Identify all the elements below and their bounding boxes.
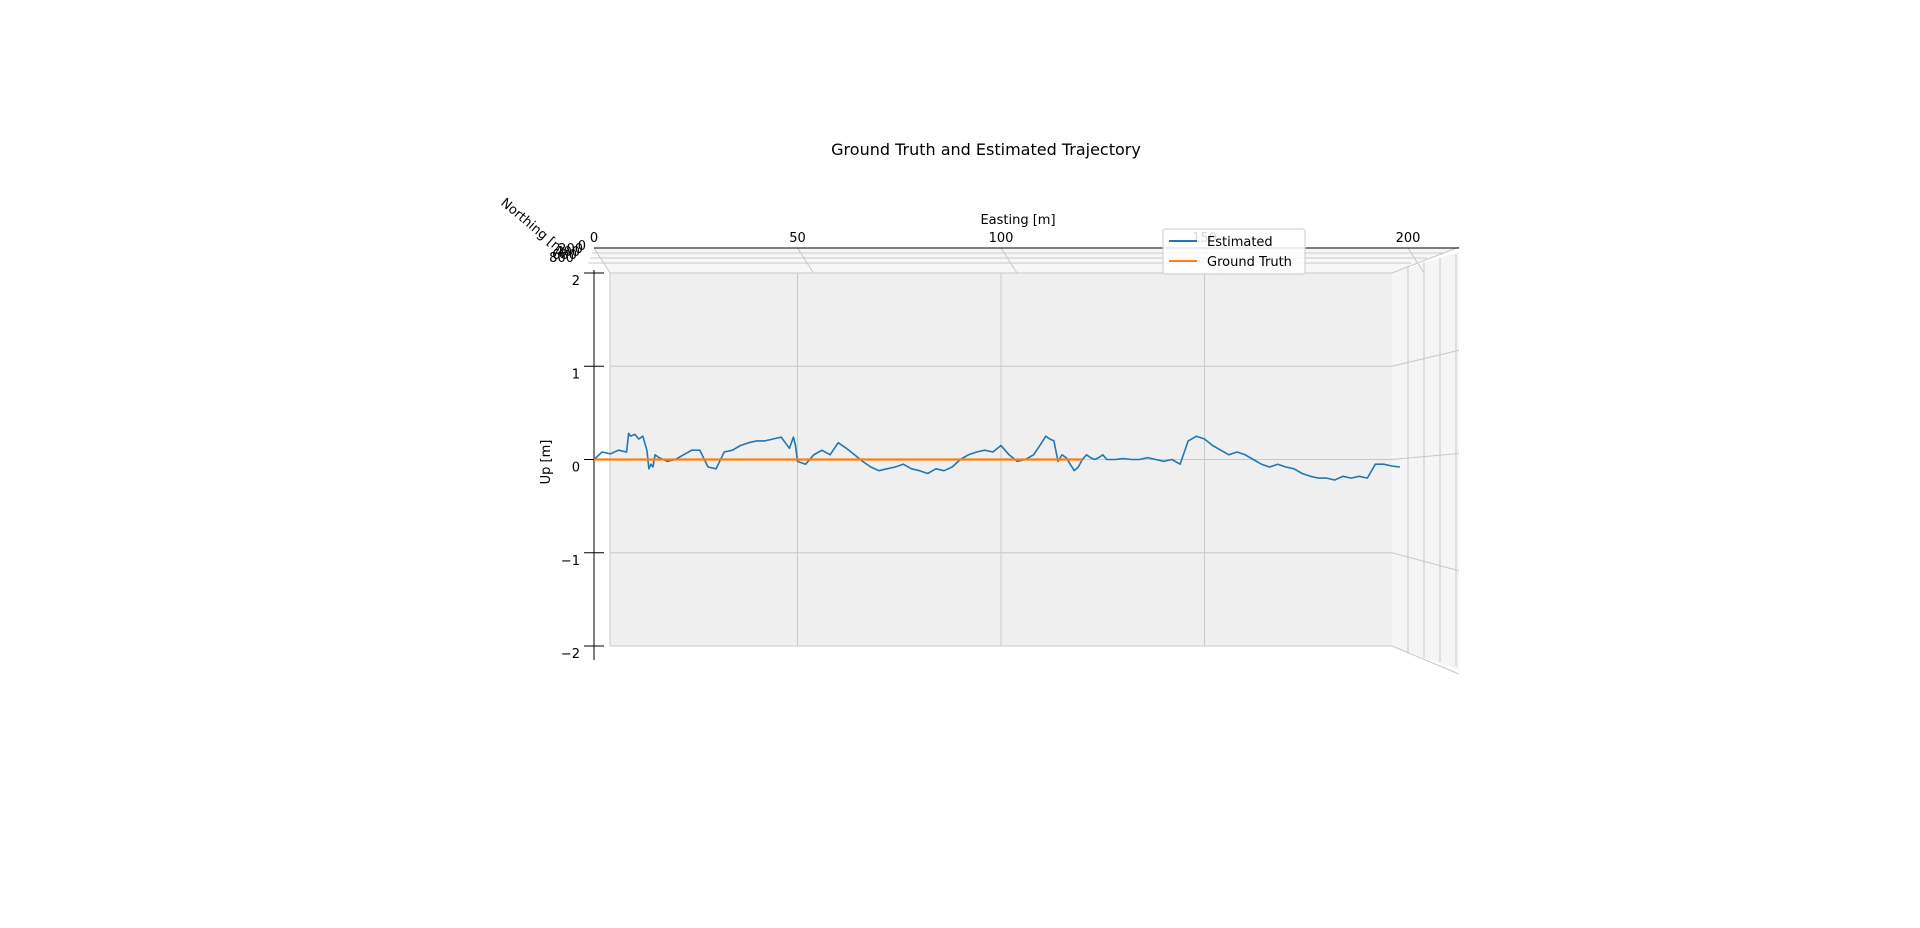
x-tick-label: 0 xyxy=(590,231,598,246)
y-tick-label: 0 xyxy=(578,239,586,254)
z-tick-label: −2 xyxy=(561,647,580,662)
z-tick-label: 1 xyxy=(572,367,580,382)
grid-lines xyxy=(588,246,1460,675)
series-layer xyxy=(593,432,1400,481)
z-gridline-side xyxy=(1391,453,1460,460)
x-gridline-top xyxy=(593,247,611,274)
x-tick-label: 200 xyxy=(1396,231,1421,246)
x-gridline-top xyxy=(1000,247,1018,274)
z-tick-label: −1 xyxy=(561,554,580,569)
legend-label-ground-truth: Ground Truth xyxy=(1207,255,1292,270)
z-axis-label: Up [m] xyxy=(539,440,554,485)
legend-box xyxy=(1162,228,1306,275)
z-tick-label: 0 xyxy=(572,461,580,476)
y-tick-label: 600 xyxy=(552,248,577,263)
y-axis-label: Northing [m] xyxy=(497,196,571,261)
series-line-estimated xyxy=(593,432,1400,481)
top-pane xyxy=(594,248,1459,273)
y-tick-label: 400 xyxy=(555,245,580,260)
chart-title: Ground Truth and Estimated Trajectory xyxy=(831,140,1141,159)
y-tick-label: 200 xyxy=(558,242,583,257)
x-tick-label: 50 xyxy=(789,231,806,246)
x-axis-label: Easting [m] xyxy=(980,213,1055,228)
x-gridline-top xyxy=(1407,247,1425,274)
z-gridline-side xyxy=(1391,645,1460,675)
legend-label-estimated: Estimated xyxy=(1207,235,1273,250)
x-gridline-top xyxy=(797,247,814,274)
z-gridline-side xyxy=(1391,349,1460,367)
z-gridline-side xyxy=(1391,246,1460,274)
z-gridline-side xyxy=(1391,552,1460,572)
legend: Estimated Ground Truth xyxy=(1162,228,1306,275)
x-tick-label: 100 xyxy=(989,231,1014,246)
z-tick-label: 2 xyxy=(572,274,580,289)
right-pane xyxy=(1392,252,1459,670)
y-tick-label: 800 xyxy=(549,251,574,266)
